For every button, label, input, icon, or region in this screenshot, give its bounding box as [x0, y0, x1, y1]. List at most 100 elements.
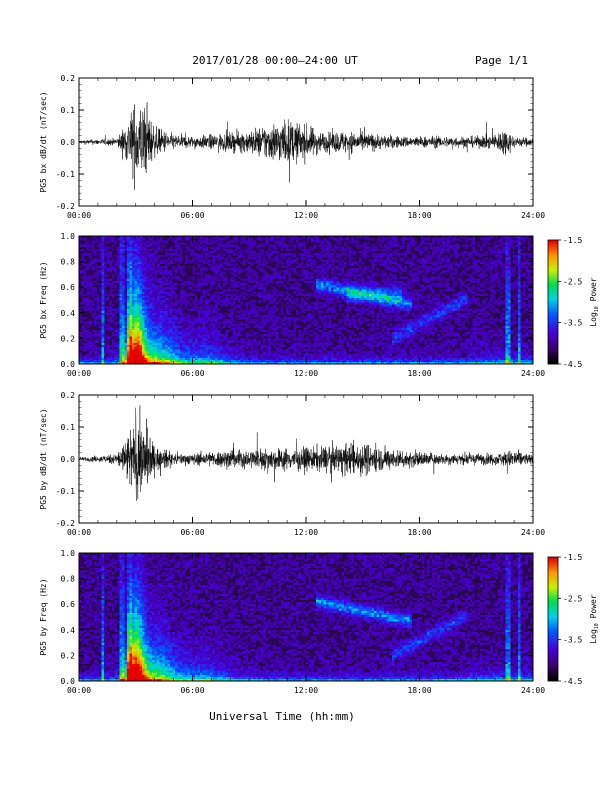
heatmap-cell	[89, 304, 92, 306]
heatmap-cell	[220, 328, 223, 330]
heatmap-cell	[97, 294, 100, 296]
heatmap-cell	[193, 336, 196, 338]
heatmap-cell	[134, 245, 137, 247]
heatmap-cell	[220, 277, 223, 279]
heatmap-cell	[203, 249, 206, 251]
heatmap-cell	[251, 311, 254, 313]
heatmap-cell	[263, 311, 266, 313]
heatmap-cell	[283, 351, 286, 353]
heatmap-cell	[109, 262, 112, 264]
heatmap-cell	[319, 266, 322, 268]
heatmap-cell	[205, 319, 208, 321]
heatmap-cell	[122, 300, 125, 302]
heatmap-cell	[134, 270, 137, 272]
heatmap-cell	[167, 283, 170, 285]
heatmap-cell	[230, 355, 233, 357]
heatmap-cell	[349, 326, 352, 328]
heatmap-cell	[200, 321, 203, 323]
heatmap-cell	[240, 287, 243, 289]
heatmap-cell	[137, 249, 140, 251]
heatmap-cell	[225, 268, 228, 270]
heatmap-cell	[278, 277, 281, 279]
heatmap-cell	[336, 345, 339, 347]
heatmap-cell	[180, 351, 183, 353]
heatmap-cell	[258, 283, 261, 285]
heatmap-cell	[127, 247, 130, 249]
heatmap-cell	[127, 349, 130, 351]
heatmap-cell	[127, 338, 130, 340]
heatmap-cell	[218, 317, 221, 319]
heatmap-cell	[145, 343, 148, 345]
heatmap-cell	[84, 264, 87, 266]
heatmap-cell	[324, 255, 327, 257]
heatmap-cell	[193, 347, 196, 349]
heatmap-cell	[203, 353, 206, 355]
heatmap-cell	[331, 287, 334, 289]
heatmap-cell	[293, 330, 296, 332]
heatmap-cell	[271, 332, 274, 334]
heatmap-cell	[266, 259, 269, 261]
heatmap-cell	[137, 317, 140, 319]
heatmap-cell	[326, 255, 329, 257]
heatmap-cell	[119, 268, 122, 270]
heatmap-cell	[142, 313, 145, 315]
heatmap-cell	[266, 277, 269, 279]
heatmap-cell	[228, 268, 231, 270]
heatmap-cell	[82, 298, 85, 300]
heatmap-cell	[152, 264, 155, 266]
heatmap-cell	[132, 334, 135, 336]
heatmap-cell	[94, 259, 97, 261]
heatmap-cell	[155, 302, 158, 304]
heatmap-cell	[107, 262, 110, 264]
heatmap-cell	[157, 285, 160, 287]
heatmap-cell	[205, 347, 208, 349]
heatmap-cell	[261, 334, 264, 336]
heatmap-cell	[145, 253, 148, 255]
heatmap-cell	[160, 266, 163, 268]
heatmap-cell	[298, 317, 301, 319]
heatmap-cell	[119, 259, 122, 261]
heatmap-cell	[334, 257, 337, 259]
heatmap-cell	[243, 338, 246, 340]
heatmap-cell	[326, 358, 329, 360]
heatmap-cell	[359, 338, 362, 340]
heatmap-cell	[160, 355, 163, 357]
heatmap-cell	[349, 353, 352, 355]
heatmap-cell	[134, 300, 137, 302]
heatmap-cell	[319, 257, 322, 259]
heatmap-cell	[271, 353, 274, 355]
heatmap-cell	[238, 334, 241, 336]
heatmap-cell	[291, 279, 294, 281]
heatmap-cell	[134, 259, 137, 261]
heatmap-cell	[281, 358, 284, 360]
heatmap-cell	[361, 313, 364, 315]
heatmap-cell	[293, 319, 296, 321]
heatmap-cell	[109, 255, 112, 257]
heatmap-cell	[258, 285, 261, 287]
heatmap-cell	[303, 249, 306, 251]
heatmap-cell	[248, 302, 251, 304]
heatmap-cell	[319, 253, 322, 255]
heatmap-cell	[92, 349, 95, 351]
heatmap-cell	[129, 302, 132, 304]
heatmap-cell	[175, 349, 178, 351]
heatmap-cell	[195, 296, 198, 298]
heatmap-cell	[132, 262, 135, 264]
heatmap-cell	[306, 306, 309, 308]
heatmap-cell	[354, 334, 357, 336]
heatmap-cell	[334, 317, 337, 319]
heatmap-cell	[193, 268, 196, 270]
heatmap-cell	[165, 274, 168, 276]
heatmap-cell	[218, 291, 221, 293]
heatmap-cell	[293, 328, 296, 330]
heatmap-cell	[87, 309, 90, 311]
heatmap-cell	[354, 298, 357, 300]
heatmap-cell	[326, 338, 329, 340]
heatmap-cell	[230, 360, 233, 362]
heatmap-cell	[162, 283, 165, 285]
heatmap-cell	[354, 326, 357, 328]
heatmap-cell	[336, 266, 339, 268]
heatmap-cell	[319, 270, 322, 272]
heatmap-cell	[167, 319, 170, 321]
heatmap-cell	[218, 341, 221, 343]
